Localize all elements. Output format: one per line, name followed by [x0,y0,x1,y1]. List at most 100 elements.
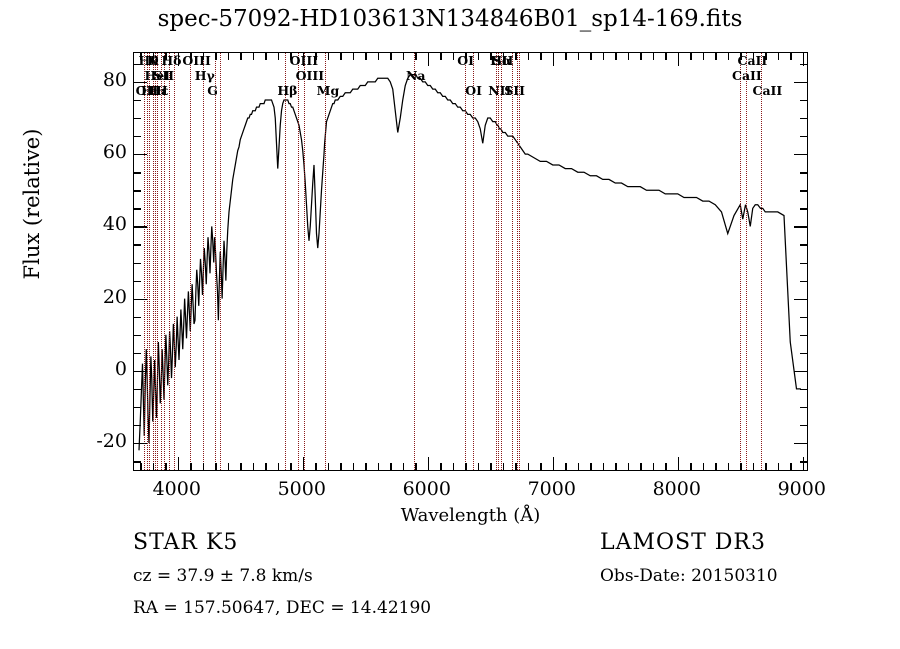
spectral-line-25 [517,53,519,470]
ytick--15 [134,425,141,427]
ytick-right-0 [794,370,807,373]
xtick-5000 [302,457,305,470]
ytick-right-30 [800,262,807,264]
x-tick-label-8000: 8000 [652,478,701,500]
spectral-line-16 [303,53,306,470]
xtick-top-7000 [552,53,555,66]
y-axis-label: Flux (relative) [20,128,44,280]
survey-name: LAMOST DR3 [600,530,766,555]
ytick-right-15 [800,316,807,319]
line-label-OI-20: OI [465,83,482,98]
xtick-7500 [615,463,617,470]
xtick-top-5400 [352,53,355,60]
ytick-right--10 [800,407,807,409]
ytick-45 [134,208,141,210]
xtick-top-4700 [265,53,267,60]
ytick-55 [134,172,141,174]
spectral-line-29 [760,53,763,470]
line-label-H-5: Hε [149,83,169,98]
xtick-7200 [577,463,580,470]
ytick-80 [134,81,147,84]
xtick-top-8200 [702,53,705,60]
xtick-top-4800 [277,53,280,60]
xtick-3700 [140,463,142,470]
ytick-right-70 [800,118,807,120]
line-label-CaII-28: CaII [737,53,768,68]
xtick-top-8900 [790,53,792,60]
ytick-40 [134,226,147,228]
spectral-line-10 [190,53,192,470]
spectral-line-12 [215,53,217,470]
ytick-right-5 [800,352,807,355]
line-label-H-11: Hγ [194,68,215,83]
line-label-SII-6: SII [153,68,175,83]
xtick-4100 [190,463,192,470]
xtick-4900 [290,463,292,470]
ytick-60 [134,154,147,156]
spectral-line-11 [202,53,205,470]
xtick-top-8800 [777,53,780,60]
ytick-right-85 [800,63,807,66]
redshift-value: cz = 37.9 ± 7.8 km/s [133,566,313,586]
xtick-5400 [352,463,355,470]
y-tick-label-60: 60 [102,141,127,164]
line-label-SII-24: SII [504,83,525,98]
xtick-8900 [790,463,792,470]
spectral-line-21 [496,53,498,470]
spectral-line-4 [155,53,157,470]
xtick-top-7200 [577,53,580,60]
spectral-line-7 [163,53,166,470]
xtick-top-9000 [802,53,805,66]
xtick-5200 [327,463,330,470]
xtick-7300 [590,463,592,470]
xtick-top-6800 [527,53,530,60]
spectral-line-9 [174,53,176,470]
xtick-top-4200 [202,53,205,60]
xtick-7700 [640,463,642,470]
object-type: STAR K5 [133,530,239,555]
xtick-top-7100 [565,53,567,60]
xtick-top-6100 [440,53,442,60]
xtick-top-7600 [627,53,630,60]
xtick-top-5000 [302,53,305,66]
spectral-line-26 [519,53,521,470]
line-label-Mg-17: Mg [316,83,340,98]
xtick-8600 [752,463,755,470]
xtick-top-8600 [752,53,755,60]
ytick-70 [134,118,141,120]
xtick-top-4300 [215,53,217,60]
spectral-line-2 [149,53,151,470]
line-label-CaII-29: CaII [752,83,783,98]
spectrum-curve [138,74,801,451]
ytick-20 [134,298,147,300]
plot-area: OIIHθHιHeIKHεSIIHHδOIIIHγGHβOIIIOIIIMgNa… [133,52,808,471]
xtick-top-5100 [315,53,317,60]
ytick-right--20 [794,443,807,445]
ytick--10 [134,407,141,409]
spectral-line-19 [465,53,467,470]
ytick-right--15 [800,425,807,427]
line-label-SII-23: SII [492,53,514,68]
spectral-line-20 [473,53,475,470]
xtick-6500 [490,463,492,470]
spectral-line-17 [324,53,327,470]
xtick-top-8100 [690,53,692,60]
ytick-right-65 [800,136,807,138]
xtick-top-7500 [615,53,617,60]
xtick-top-3800 [152,53,155,60]
xtick-7900 [665,463,667,470]
xtick-top-8500 [740,53,742,60]
y-tick-label-40: 40 [102,213,127,236]
xtick-5500 [365,463,367,470]
line-label-NII-21: NII [488,83,512,98]
xtick-top-5800 [402,53,405,60]
xtick-top-6900 [540,53,542,60]
coordinates: RA = 157.50647, DEC = 14.42190 [133,598,432,618]
ytick-65 [134,136,141,138]
x-tick-label-6000: 6000 [402,478,451,500]
xtick-4800 [277,463,280,470]
xtick-top-5300 [340,53,342,60]
line-label-OI-19: OI [457,53,474,68]
xtick-top-5500 [365,53,367,60]
x-tick-label-7000: 7000 [527,478,576,500]
